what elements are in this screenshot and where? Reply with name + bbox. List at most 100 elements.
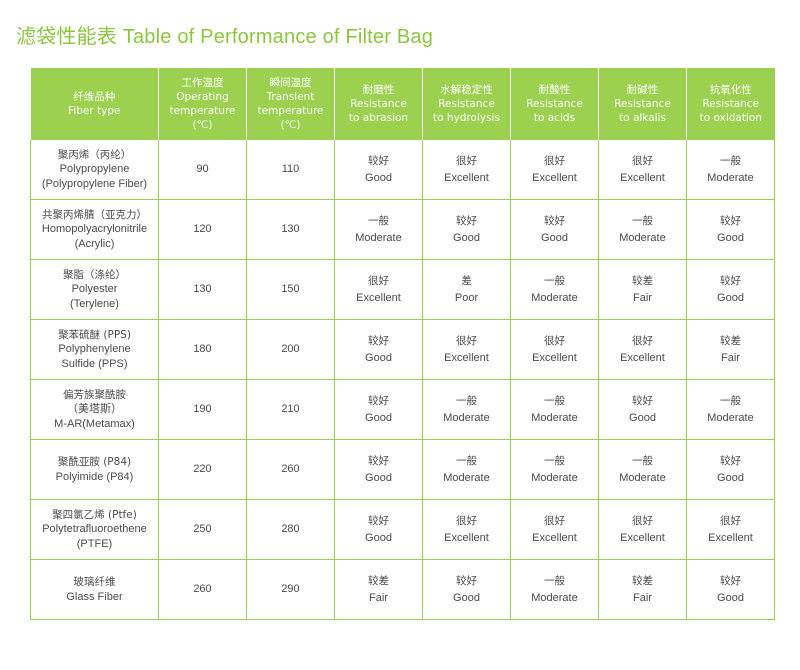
table-row: 聚丙烯（丙纶） Polypropylene (Polypropylene Fiber… bbox=[30, 140, 775, 200]
rating-chinese: 较好 bbox=[544, 214, 565, 227]
fiber-name-line: (Terylene) bbox=[70, 297, 119, 310]
resistance-acids-cell: 很好 Excellent bbox=[510, 499, 599, 560]
column-header-transient-temperature: 瞬间温度 Transient temperature (℃) bbox=[246, 68, 335, 140]
fiber-name-line: 共聚丙烯腈（亚克力） bbox=[42, 208, 147, 221]
rating-chinese: 一般 bbox=[368, 214, 389, 227]
resistance-acids-cell: 很好 Excellent bbox=[510, 319, 599, 380]
fiber-name-line: 聚脂（涤纶） bbox=[63, 268, 126, 281]
column-header-line: temperature bbox=[169, 105, 236, 117]
rating-english: Excellent bbox=[356, 292, 401, 304]
rating-chinese: 一般 bbox=[456, 454, 477, 467]
rating-english: Moderate bbox=[531, 592, 578, 604]
column-header-line: to hydrolysis bbox=[433, 112, 500, 124]
resistance-oxidation-cell: 较好 Good bbox=[686, 439, 775, 500]
fiber-name-line: 聚苯硫醚 (PPS) bbox=[58, 328, 131, 341]
fiber-type-cell: 聚四氯乙烯 (Ptfe) Polytetrafluoroethene (PTFE) bbox=[30, 499, 159, 560]
resistance-hydrolysis-cell: 一般 Moderate bbox=[422, 439, 511, 500]
rating-english: Good bbox=[365, 412, 392, 424]
resistance-alkalis-cell: 较好 Good bbox=[598, 379, 687, 440]
resistance-acids-cell: 一般 Moderate bbox=[510, 379, 599, 440]
rating-chinese: 很好 bbox=[456, 334, 477, 347]
column-header-line: Fiber type bbox=[68, 105, 121, 117]
rating-chinese: 很好 bbox=[632, 514, 653, 527]
rating-english: Fair bbox=[633, 592, 652, 604]
table-body: 聚丙烯（丙纶） Polypropylene (Polypropylene Fiber… bbox=[30, 140, 775, 620]
rating-english: Excellent bbox=[444, 532, 489, 544]
rating-chinese: 一般 bbox=[720, 154, 741, 167]
rating-chinese: 一般 bbox=[456, 394, 477, 407]
resistance-abrasion-cell: 较好 Good bbox=[334, 379, 423, 440]
transient-temperature-cell: 210 bbox=[246, 379, 335, 440]
fiber-name-line: M-AR(Metamax) bbox=[54, 417, 135, 430]
column-header-line: (℃) bbox=[280, 119, 301, 131]
rating-english: Good bbox=[365, 352, 392, 364]
fiber-name-line: Polyphenylene bbox=[58, 343, 131, 356]
resistance-alkalis-cell: 较差 Fair bbox=[598, 559, 687, 620]
fiber-name-line: Polyimide (P84) bbox=[55, 470, 134, 483]
table-row: 聚苯硫醚 (PPS) Polyphenylene Sulfide (PPS) 180 2… bbox=[30, 319, 775, 380]
rating-chinese: 一般 bbox=[632, 454, 653, 467]
rating-english: Good bbox=[365, 472, 392, 484]
rating-english: Fair bbox=[369, 592, 388, 604]
table-row: 聚四氯乙烯 (Ptfe) Polytetrafluoroethene (PTFE) 2… bbox=[30, 499, 775, 560]
column-header-line: Resistance bbox=[614, 98, 671, 110]
transient-temperature-cell: 130 bbox=[246, 199, 335, 260]
resistance-oxidation-cell: 很好 Excellent bbox=[686, 499, 775, 560]
rating-chinese: 较好 bbox=[720, 454, 741, 467]
rating-chinese: 较差 bbox=[632, 574, 653, 587]
operating-temperature-cell: 220 bbox=[158, 439, 247, 500]
rating-chinese: 很好 bbox=[544, 334, 565, 347]
rating-english: Fair bbox=[633, 292, 652, 304]
fiber-type-cell: 共聚丙烯腈（亚克力） Homopolyacrylonitrile (Acrylic) bbox=[30, 199, 159, 260]
column-header-line: to alkalis bbox=[619, 112, 666, 124]
rating-chinese: 较好 bbox=[720, 574, 741, 587]
transient-temperature-cell: 200 bbox=[246, 319, 335, 380]
operating-temperature-cell: 130 bbox=[158, 259, 247, 320]
column-header-line: 抗氧化性 bbox=[709, 84, 752, 96]
resistance-alkalis-cell: 很好 Excellent bbox=[598, 319, 687, 380]
rating-chinese: 一般 bbox=[544, 574, 565, 587]
fiber-name-line: Polytetrafluoroethene bbox=[42, 523, 147, 536]
rating-english: Good bbox=[717, 592, 744, 604]
transient-temperature-cell: 280 bbox=[246, 499, 335, 560]
rating-english: Moderate bbox=[619, 472, 666, 484]
rating-english: Excellent bbox=[444, 172, 489, 184]
resistance-oxidation-cell: 较好 Good bbox=[686, 259, 775, 320]
rating-english: Fair bbox=[721, 352, 740, 364]
rating-english: Good bbox=[453, 592, 480, 604]
table-row: 玻璃纤维 Glass Fiber 260 290 较差 Fair 较好 Good 一般 Moder… bbox=[30, 559, 775, 620]
rating-chinese: 较好 bbox=[368, 454, 389, 467]
column-header-line: to acids bbox=[533, 112, 576, 124]
column-header-resistance-acids: 耐酸性 Resistance to acids bbox=[510, 68, 599, 140]
fiber-type-cell: 偏芳族聚酰胺 （美塔斯） M-AR(Metamax) bbox=[30, 379, 159, 440]
rating-english: Good bbox=[453, 232, 480, 244]
rating-english: Good bbox=[365, 532, 392, 544]
rating-chinese: 很好 bbox=[632, 154, 653, 167]
fiber-type-cell: 玻璃纤维 Glass Fiber bbox=[30, 559, 159, 620]
fiber-type-cell: 聚脂（涤纶） Polyester (Terylene) bbox=[30, 259, 159, 320]
rating-english: Good bbox=[541, 232, 568, 244]
resistance-acids-cell: 很好 Excellent bbox=[510, 140, 599, 200]
page-title: 滤袋性能表 Table of Performance of Filter Bag bbox=[16, 26, 434, 48]
rating-english: Good bbox=[717, 292, 744, 304]
column-header-operating-temperature: 工作温度 Operating temperature (℃) bbox=[158, 68, 247, 140]
resistance-abrasion-cell: 较好 Good bbox=[334, 319, 423, 380]
rating-chinese: 一般 bbox=[632, 214, 653, 227]
column-header-line: 水解稳定性 bbox=[440, 84, 493, 96]
rating-chinese: 很好 bbox=[632, 334, 653, 347]
fiber-name-line: Homopolyacrylonitrile bbox=[41, 223, 148, 236]
rating-chinese: 很好 bbox=[544, 154, 565, 167]
rating-chinese: 一般 bbox=[720, 394, 741, 407]
rating-chinese: 很好 bbox=[544, 514, 565, 527]
resistance-hydrolysis-cell: 一般 Moderate bbox=[422, 379, 511, 440]
operating-temperature-cell: 260 bbox=[158, 559, 247, 620]
fiber-type-cell: 聚酰亚胺 (P84) Polyimide (P84) bbox=[30, 439, 159, 500]
rating-chinese: 很好 bbox=[720, 514, 741, 527]
table-row: 共聚丙烯腈（亚克力） Homopolyacrylonitrile (Acrylic)… bbox=[30, 199, 775, 260]
rating-chinese: 一般 bbox=[544, 274, 565, 287]
resistance-oxidation-cell: 较好 Good bbox=[686, 559, 775, 620]
resistance-abrasion-cell: 较好 Good bbox=[334, 499, 423, 560]
rating-chinese: 较好 bbox=[456, 214, 477, 227]
column-header-line: Resistance bbox=[526, 98, 583, 110]
column-header-line: Transient bbox=[266, 91, 315, 103]
